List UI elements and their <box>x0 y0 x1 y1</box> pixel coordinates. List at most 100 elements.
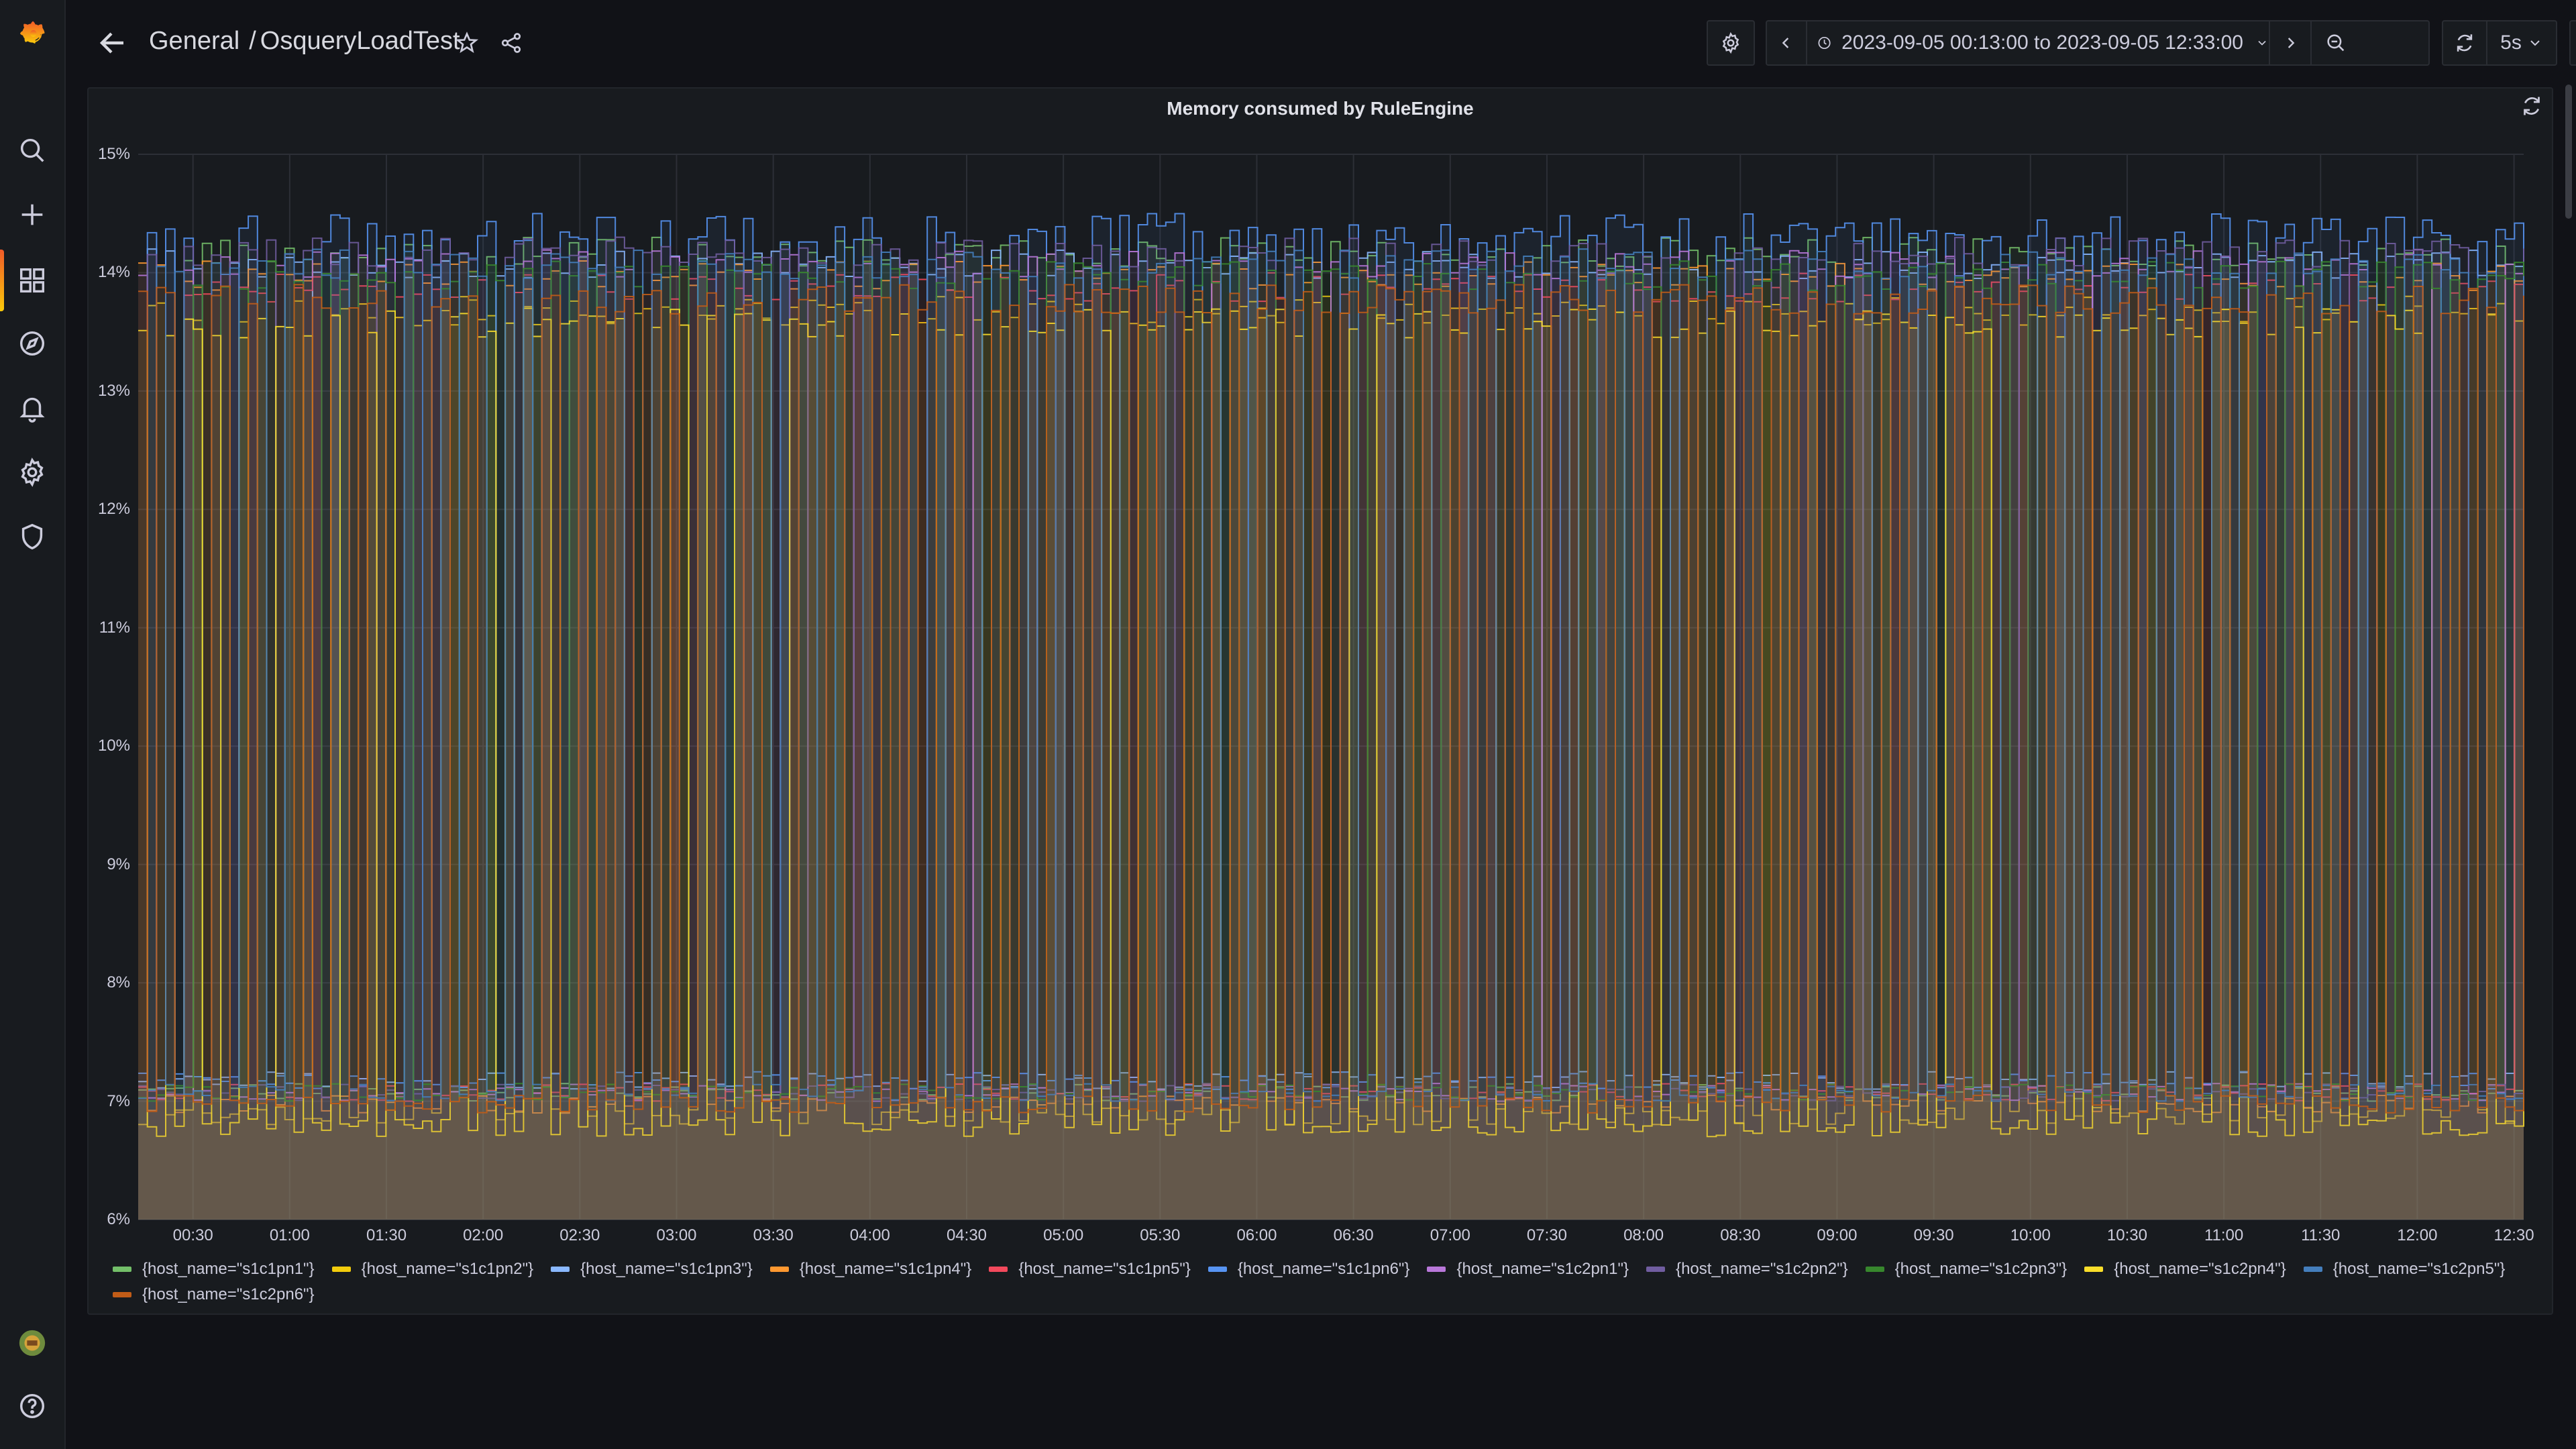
compass-icon <box>19 331 45 356</box>
x-tick-label: 05:30 <box>1140 1226 1181 1244</box>
plus-icon[interactable] <box>0 182 64 247</box>
legend-label: {host_name="s1c2pn3"} <box>1894 1260 2068 1278</box>
y-tick-label: 7% <box>107 1091 130 1110</box>
y-tick-label: 9% <box>107 855 130 873</box>
panel-title[interactable]: Memory consumed by RuleEngine <box>1167 98 1474 119</box>
legend-swatch <box>1865 1267 1884 1272</box>
clock-icon <box>1818 36 1831 50</box>
bell-icon[interactable] <box>0 376 64 440</box>
refresh-interval-label: 5s <box>2500 32 2522 54</box>
legend-item[interactable]: {host_name="s1c2pn1"} <box>1427 1260 1629 1279</box>
bell-icon <box>19 397 45 423</box>
legend-item[interactable]: {host_name="s1c1pn6"} <box>1208 1260 1410 1279</box>
legend-swatch <box>1427 1267 1446 1272</box>
x-tick-label: 01:00 <box>269 1226 310 1244</box>
search-icon[interactable] <box>0 118 64 182</box>
top-navbar: General / OsqueryLoadTest 2023-09-05 00:13… <box>64 0 2576 85</box>
time-range-label: 2023-09-05 00:13:00 to 2023-09-05 12:33:… <box>1841 32 2243 54</box>
series-line[interactable] <box>138 284 2524 1114</box>
x-tick-label: 09:30 <box>1913 1226 1954 1244</box>
side-menu <box>0 0 66 1449</box>
chevron-right-icon <box>2288 38 2295 48</box>
legend-item[interactable]: {host_name="s1c1pn5"} <box>989 1260 1191 1279</box>
time-range-picker[interactable]: 2023-09-05 00:13:00 to 2023-09-05 12:33:… <box>1807 21 2270 64</box>
dashboard-settings-button[interactable] <box>1707 20 1755 66</box>
legend-item[interactable]: {host_name="s1c1pn2"} <box>331 1260 533 1279</box>
refresh-interval-dropdown[interactable]: 5s <box>2487 21 2556 64</box>
time-series-plot[interactable] <box>89 89 2555 1316</box>
x-tick-label: 08:30 <box>1720 1226 1761 1244</box>
time-shift-forward-button[interactable] <box>2270 21 2312 64</box>
avatar[interactable] <box>0 1311 64 1375</box>
legend-item[interactable]: {host_name="s1c2pn4"} <box>2084 1260 2286 1279</box>
gear-icon[interactable] <box>0 440 64 504</box>
x-tick-label: 01:30 <box>366 1226 407 1244</box>
y-tick-label: 10% <box>97 737 130 755</box>
refresh-picker-group: 5s <box>2442 20 2557 66</box>
legend-swatch <box>113 1292 131 1297</box>
legend-swatch <box>769 1267 789 1272</box>
legend-swatch <box>551 1267 570 1272</box>
x-tick-label: 03:30 <box>753 1226 794 1244</box>
share-button[interactable] <box>494 25 529 60</box>
x-tick-label: 12:00 <box>2397 1226 2438 1244</box>
legend: {host_name="s1c1pn1"} {host_name="s1c1pn2… <box>113 1260 2528 1304</box>
shield-icon[interactable] <box>0 504 64 569</box>
back-button[interactable] <box>91 21 134 64</box>
graph-panel[interactable]: Memory consumed by RuleEngine 6% 7% 8% 9% 10… <box>87 87 2553 1315</box>
refresh-button[interactable] <box>2443 21 2487 64</box>
legend-swatch <box>113 1267 131 1272</box>
legend-swatch <box>331 1267 351 1272</box>
time-picker-group: 2023-09-05 00:13:00 to 2023-09-05 12:33:… <box>1766 20 2430 66</box>
grafana-logo-icon[interactable] <box>0 3 64 67</box>
shield-icon <box>21 523 43 550</box>
x-tick-label: 10:30 <box>2106 1226 2147 1244</box>
zoom-out-button[interactable] <box>2312 21 2360 64</box>
compass-icon[interactable] <box>0 311 64 376</box>
dashboards-grid-icon[interactable] <box>0 248 64 313</box>
x-tick-label: 05:00 <box>1043 1226 1084 1244</box>
legend-item[interactable]: {host_name="s1c1pn1"} <box>113 1260 315 1279</box>
star-button[interactable] <box>449 25 484 60</box>
y-tick-label: 6% <box>107 1210 130 1228</box>
legend-item[interactable]: {host_name="s1c2pn6"} <box>113 1285 315 1304</box>
page-scrollbar[interactable] <box>2565 85 2572 219</box>
x-tick-label: 12:30 <box>2493 1226 2534 1244</box>
avatar <box>19 1330 46 1356</box>
time-shift-back-button[interactable] <box>1767 21 1807 64</box>
legend-item[interactable]: {host_name="s1c1pn4"} <box>769 1260 972 1279</box>
x-tick-label: 11:30 <box>2301 1226 2341 1244</box>
legend-label: {host_name="s1c2pn2"} <box>1676 1260 1848 1278</box>
active-indicator <box>0 250 4 311</box>
tv-mode-button[interactable] <box>2569 20 2576 66</box>
legend-item[interactable]: {host_name="s1c2pn5"} <box>2303 1260 2505 1279</box>
zoom-out-icon <box>2327 34 2345 52</box>
star-icon <box>455 32 479 53</box>
chevron-down-icon <box>2530 40 2540 46</box>
x-tick-label: 10:00 <box>2010 1226 2051 1244</box>
x-tick-label: 11:00 <box>2204 1226 2244 1244</box>
series-line[interactable] <box>138 295 2524 1126</box>
panel-refresh-icon[interactable] <box>2520 94 2546 121</box>
y-tick-label: 8% <box>107 973 130 992</box>
y-tick-label: 11% <box>99 618 130 637</box>
x-tick-label: 06:00 <box>1236 1226 1277 1244</box>
help-circle-icon[interactable] <box>0 1374 64 1438</box>
legend-label: {host_name="s1c2pn1"} <box>1456 1260 1629 1278</box>
y-tick-label: 13% <box>97 381 130 400</box>
dashboard-title[interactable]: OsqueryLoadTest <box>260 27 460 55</box>
x-tick-label: 07:00 <box>1430 1226 1470 1244</box>
legend-label: {host_name="s1c1pn6"} <box>1237 1260 1410 1278</box>
x-tick-label: 04:30 <box>946 1226 987 1244</box>
y-tick-label: 12% <box>97 500 130 519</box>
refresh-icon <box>2457 34 2473 52</box>
legend-item[interactable]: {host_name="s1c2pn2"} <box>1646 1260 1848 1279</box>
legend-label: {host_name="s1c1pn1"} <box>142 1260 315 1278</box>
legend-item[interactable]: {host_name="s1c1pn3"} <box>551 1260 753 1279</box>
legend-item[interactable]: {host_name="s1c2pn3"} <box>1865 1260 2068 1279</box>
legend-label: {host_name="s1c1pn4"} <box>799 1260 972 1278</box>
breadcrumb-folder[interactable]: General <box>149 27 240 55</box>
legend-swatch <box>989 1267 1008 1272</box>
search-icon <box>20 138 44 162</box>
legend-label: {host_name="s1c1pn3"} <box>580 1260 753 1278</box>
